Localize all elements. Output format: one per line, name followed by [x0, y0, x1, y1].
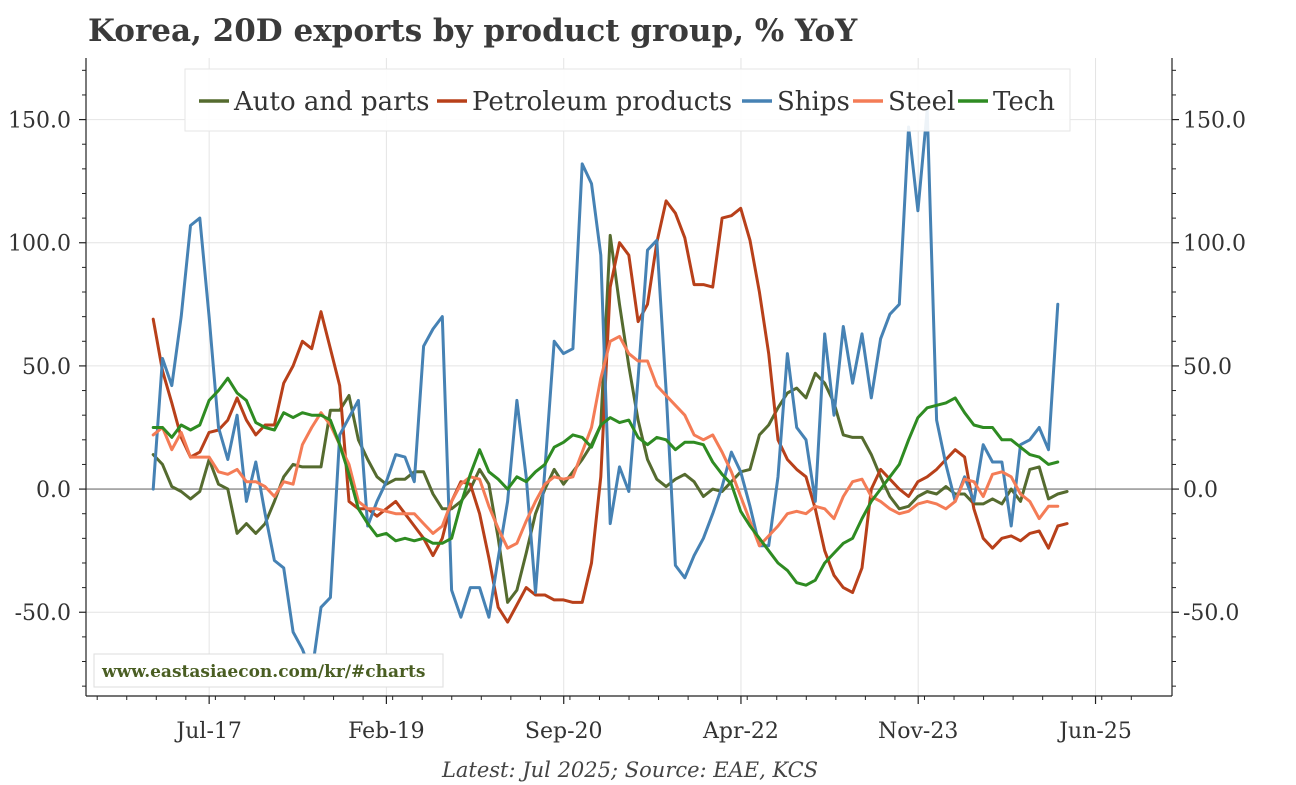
y-tick-label-right: -50.0: [1183, 601, 1239, 626]
x-tick-label: Jul-17: [174, 719, 241, 744]
x-tick-label: Nov-23: [878, 719, 958, 744]
y-tick-label-right: 100.0: [1183, 232, 1246, 257]
series-lines: [151, 108, 1069, 676]
y-tick-label-right: 50.0: [1183, 355, 1232, 380]
series-line-petroleum-products: [151, 199, 1069, 624]
y-tick-label: 50.0: [22, 355, 71, 380]
x-tick-label: Feb-19: [348, 719, 425, 744]
x-axis: Jul-17 Feb-19 Sep-20 Apr-22 Nov-23 Jun-25: [174, 719, 1131, 744]
grid: [86, 58, 1172, 696]
watermark-text: www.eastasiaecon.com/kr/#charts: [101, 662, 425, 682]
y-tick-label: 100.0: [8, 232, 71, 257]
watermark: www.eastasiaecon.com/kr/#charts: [93, 653, 444, 688]
series-line-steel: [151, 334, 1060, 550]
legend-label-auto-and-parts: Auto and parts: [233, 87, 429, 117]
legend-label-ships: Ships: [777, 87, 850, 117]
series-line-auto-and-parts: [151, 233, 1069, 604]
x-tick-label: Sep-20: [525, 719, 603, 744]
y-tick-label: 150.0: [8, 109, 71, 134]
legend-label-tech: Tech: [993, 87, 1055, 117]
y-tick-label: -50.0: [15, 601, 71, 626]
legend-label-steel: Steel: [888, 87, 955, 117]
y-tick-label-right: 0.0: [1183, 478, 1218, 503]
y-tick-label-right: 150.0: [1183, 109, 1246, 134]
x-tick-label: Jun-25: [1057, 719, 1132, 744]
legend: Auto and parts Petroleum products Ships Ste…: [184, 68, 1071, 132]
y-axis-right: -50.0 0.0 50.0 100.0 150.0: [1183, 109, 1246, 627]
legend-label-petroleum-products: Petroleum products: [472, 87, 732, 117]
y-tick-label: 0.0: [36, 478, 71, 503]
y-axis-left: -50.0 0.0 50.0 100.0 150.0: [8, 109, 71, 627]
plot-frame: [85, 58, 1173, 697]
chart-title: Korea, 20D exports by product group, % Y…: [88, 13, 858, 49]
x-tick-label: Apr-22: [702, 719, 779, 744]
watermark-box: [93, 653, 444, 688]
series-line-ships: [151, 108, 1060, 676]
series-line-tech: [151, 376, 1060, 587]
legend-box: [184, 68, 1071, 132]
axis-ticks: [79, 69, 1179, 704]
source-note: Latest: Jul 2025; Source: EAE, KCS: [441, 758, 818, 782]
